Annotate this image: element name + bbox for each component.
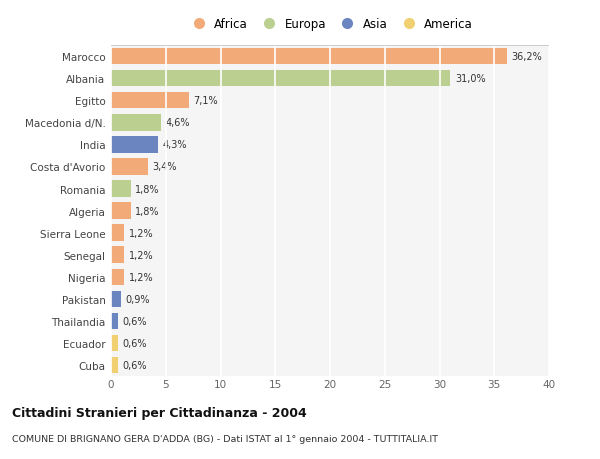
Bar xyxy=(111,313,118,330)
Bar xyxy=(111,357,118,374)
Text: 31,0%: 31,0% xyxy=(455,74,485,84)
Bar xyxy=(111,203,131,219)
Bar xyxy=(111,71,451,87)
Bar xyxy=(111,291,121,308)
Bar xyxy=(111,269,124,285)
Text: 36,2%: 36,2% xyxy=(512,52,542,62)
Bar xyxy=(111,181,131,197)
Bar xyxy=(111,159,148,175)
Text: 7,1%: 7,1% xyxy=(193,96,218,106)
Text: Cittadini Stranieri per Cittadinanza - 2004: Cittadini Stranieri per Cittadinanza - 2… xyxy=(12,406,307,419)
Text: 1,2%: 1,2% xyxy=(128,272,153,282)
Bar xyxy=(111,335,118,352)
Bar xyxy=(111,93,189,109)
Text: 1,2%: 1,2% xyxy=(128,250,153,260)
Text: 1,8%: 1,8% xyxy=(135,184,160,194)
Legend: Africa, Europa, Asia, America: Africa, Europa, Asia, America xyxy=(185,16,475,34)
Text: 1,8%: 1,8% xyxy=(135,206,160,216)
Text: 3,4%: 3,4% xyxy=(152,162,177,172)
Text: 4,3%: 4,3% xyxy=(163,140,187,150)
Bar xyxy=(111,115,161,131)
Text: COMUNE DI BRIGNANO GERA D'ADDA (BG) - Dati ISTAT al 1° gennaio 2004 - TUTTITALIA: COMUNE DI BRIGNANO GERA D'ADDA (BG) - Da… xyxy=(12,434,438,443)
Text: 1,2%: 1,2% xyxy=(128,228,153,238)
Text: 0,6%: 0,6% xyxy=(122,360,146,370)
Text: 4,6%: 4,6% xyxy=(166,118,190,128)
Text: 0,9%: 0,9% xyxy=(125,294,150,304)
Text: 0,6%: 0,6% xyxy=(122,338,146,348)
Bar xyxy=(111,247,124,263)
Bar xyxy=(111,137,158,153)
Bar xyxy=(111,49,508,65)
Text: 0,6%: 0,6% xyxy=(122,316,146,326)
Bar xyxy=(111,225,124,241)
